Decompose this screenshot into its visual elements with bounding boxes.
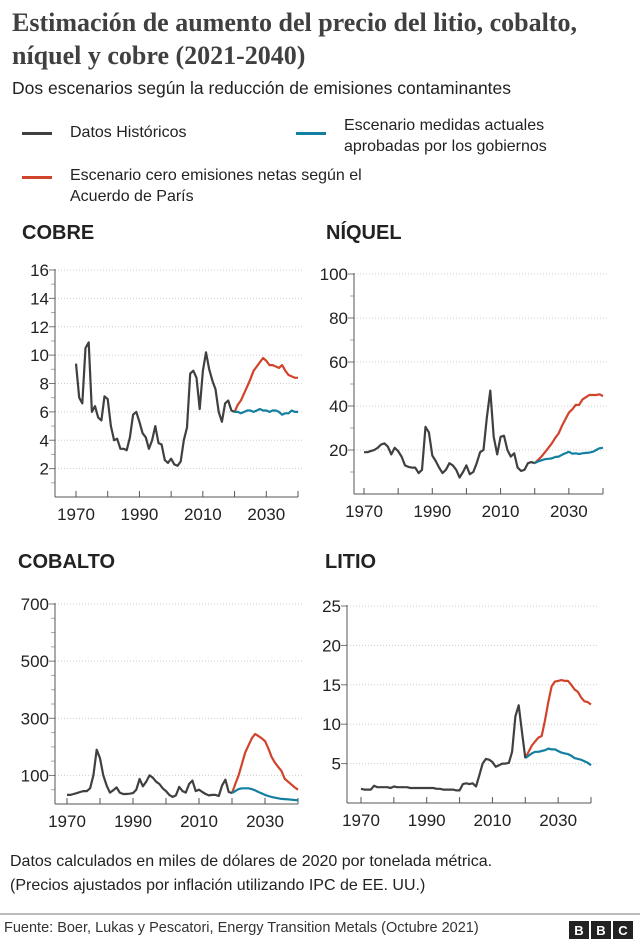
y-tick-label: 100 bbox=[21, 766, 49, 785]
y-tick-label: 10 bbox=[322, 715, 341, 734]
bbc-logo: B B C bbox=[569, 921, 633, 939]
series-current-measures-line bbox=[234, 407, 298, 416]
series-historical-line bbox=[67, 748, 233, 798]
y-tick-label: 16 bbox=[30, 261, 49, 280]
y-tick-label: 8 bbox=[40, 375, 49, 394]
y-tick-label: 700 bbox=[21, 595, 49, 614]
series-historical-line bbox=[364, 389, 536, 479]
panel-title-litio: LITIO bbox=[325, 551, 377, 573]
y-tick-label: 6 bbox=[40, 403, 49, 422]
x-tick-label: 1990 bbox=[408, 811, 446, 830]
source-text: Fuente: Boer, Lukas y Pescatori, Energy … bbox=[4, 920, 479, 936]
x-tick-label: 2030 bbox=[550, 502, 588, 521]
footnote: Datos calculados en miles de dólares de … bbox=[10, 850, 492, 898]
x-tick-label: 1990 bbox=[121, 505, 159, 524]
legend-label-net-zero: Escenario cero emisiones netas según el … bbox=[70, 167, 362, 205]
y-tick-label: 4 bbox=[40, 431, 49, 450]
series-current-measures-line bbox=[534, 446, 604, 465]
series-net-zero-line bbox=[524, 679, 592, 759]
chart-title: Estimación de aumento del precio del lit… bbox=[12, 8, 577, 70]
bbc-logo-block: B bbox=[569, 921, 589, 939]
y-tick-label: 10 bbox=[30, 346, 49, 365]
y-tick-label: 14 bbox=[30, 289, 49, 308]
x-tick-label: 2010 bbox=[474, 811, 512, 830]
legend-label-current: Escenario medidas actuales aprobadas por… bbox=[344, 117, 547, 155]
y-tick-label: 60 bbox=[329, 353, 348, 372]
x-tick-label: 1970 bbox=[342, 811, 380, 830]
y-tick-label: 12 bbox=[30, 318, 49, 337]
legend-swatch-current bbox=[296, 132, 326, 135]
y-tick-label: 5 bbox=[332, 755, 341, 774]
x-tick-label: 1990 bbox=[413, 502, 451, 521]
series-historical-line bbox=[74, 341, 236, 467]
bbc-logo-block: C bbox=[613, 921, 633, 939]
panel-title-niquel: NÍQUEL bbox=[326, 222, 402, 244]
y-tick-label: 100 bbox=[320, 265, 348, 284]
legend-swatch-net-zero bbox=[22, 176, 52, 179]
panel-title-cobalto: COBALTO bbox=[18, 551, 116, 573]
y-tick-label: 25 bbox=[322, 597, 341, 616]
panel-title-cobre: COBRE bbox=[22, 222, 95, 244]
legend-label-historical: Datos Históricos bbox=[70, 124, 187, 141]
chart-subtitle: Dos escenarios según la reducción de emi… bbox=[12, 78, 512, 98]
series-net-zero-line bbox=[230, 732, 299, 794]
y-tick-label: 20 bbox=[322, 636, 341, 655]
x-tick-label: 1970 bbox=[345, 502, 383, 521]
y-tick-label: 500 bbox=[21, 652, 49, 671]
legend: Datos Históricos Escenario medidas actua… bbox=[0, 117, 640, 208]
series-current-measures-line bbox=[231, 787, 299, 802]
series-net-zero-line bbox=[533, 393, 604, 464]
series-current-measures-line bbox=[524, 747, 592, 767]
footer-divider bbox=[0, 913, 640, 915]
series-historical-line bbox=[360, 704, 527, 792]
x-tick-label: 1990 bbox=[114, 812, 152, 831]
x-tick-label: 2010 bbox=[180, 812, 218, 831]
x-tick-label: 1970 bbox=[48, 812, 86, 831]
footnote-line-1: Datos calculados en miles de dólares de … bbox=[10, 853, 493, 870]
x-tick-label: 2010 bbox=[482, 502, 520, 521]
x-tick-label: 2030 bbox=[539, 811, 577, 830]
series-net-zero-line bbox=[233, 356, 298, 413]
x-tick-label: 2030 bbox=[246, 812, 284, 831]
y-tick-label: 20 bbox=[329, 441, 348, 460]
x-tick-label: 2030 bbox=[247, 505, 285, 524]
y-tick-label: 300 bbox=[21, 709, 49, 728]
x-tick-label: 2010 bbox=[184, 505, 222, 524]
y-tick-label: 15 bbox=[322, 676, 341, 695]
y-tick-label: 2 bbox=[40, 460, 49, 479]
bbc-logo-block: B bbox=[591, 921, 611, 939]
legend-swatch-historical bbox=[22, 132, 52, 135]
y-tick-label: 40 bbox=[329, 397, 348, 416]
footnote-line-2: (Precios ajustados por inflación utiliza… bbox=[10, 877, 426, 894]
y-tick-label: 80 bbox=[329, 309, 348, 328]
x-tick-label: 1970 bbox=[57, 505, 95, 524]
